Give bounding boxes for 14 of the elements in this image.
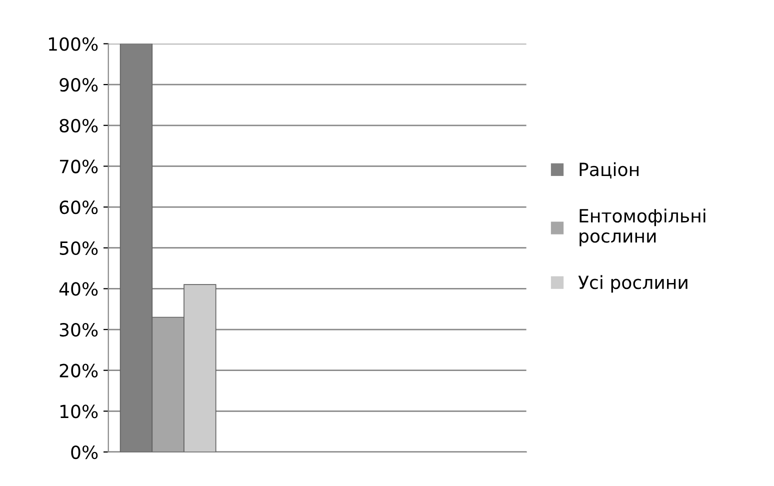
y-tick-label: 90% xyxy=(60,78,98,92)
y-tick-label: 10% xyxy=(60,404,98,418)
legend-label: Усі рослини xyxy=(578,275,688,293)
y-tick-label: 20% xyxy=(60,364,98,378)
y-tick-label: 50% xyxy=(60,241,98,255)
y-tick-label: 100% xyxy=(49,37,98,51)
y-tick-label: 30% xyxy=(60,322,98,337)
y-tick-label: 60% xyxy=(60,200,98,214)
legend-label: Ентомофільні рослини xyxy=(580,208,706,246)
y-tick-label: 80% xyxy=(60,118,98,133)
y-tick-label: 40% xyxy=(59,282,98,296)
legend-label: Раціон xyxy=(580,162,638,178)
y-tick-label: 70% xyxy=(60,160,98,174)
y-tick-label: 0% xyxy=(71,445,98,460)
